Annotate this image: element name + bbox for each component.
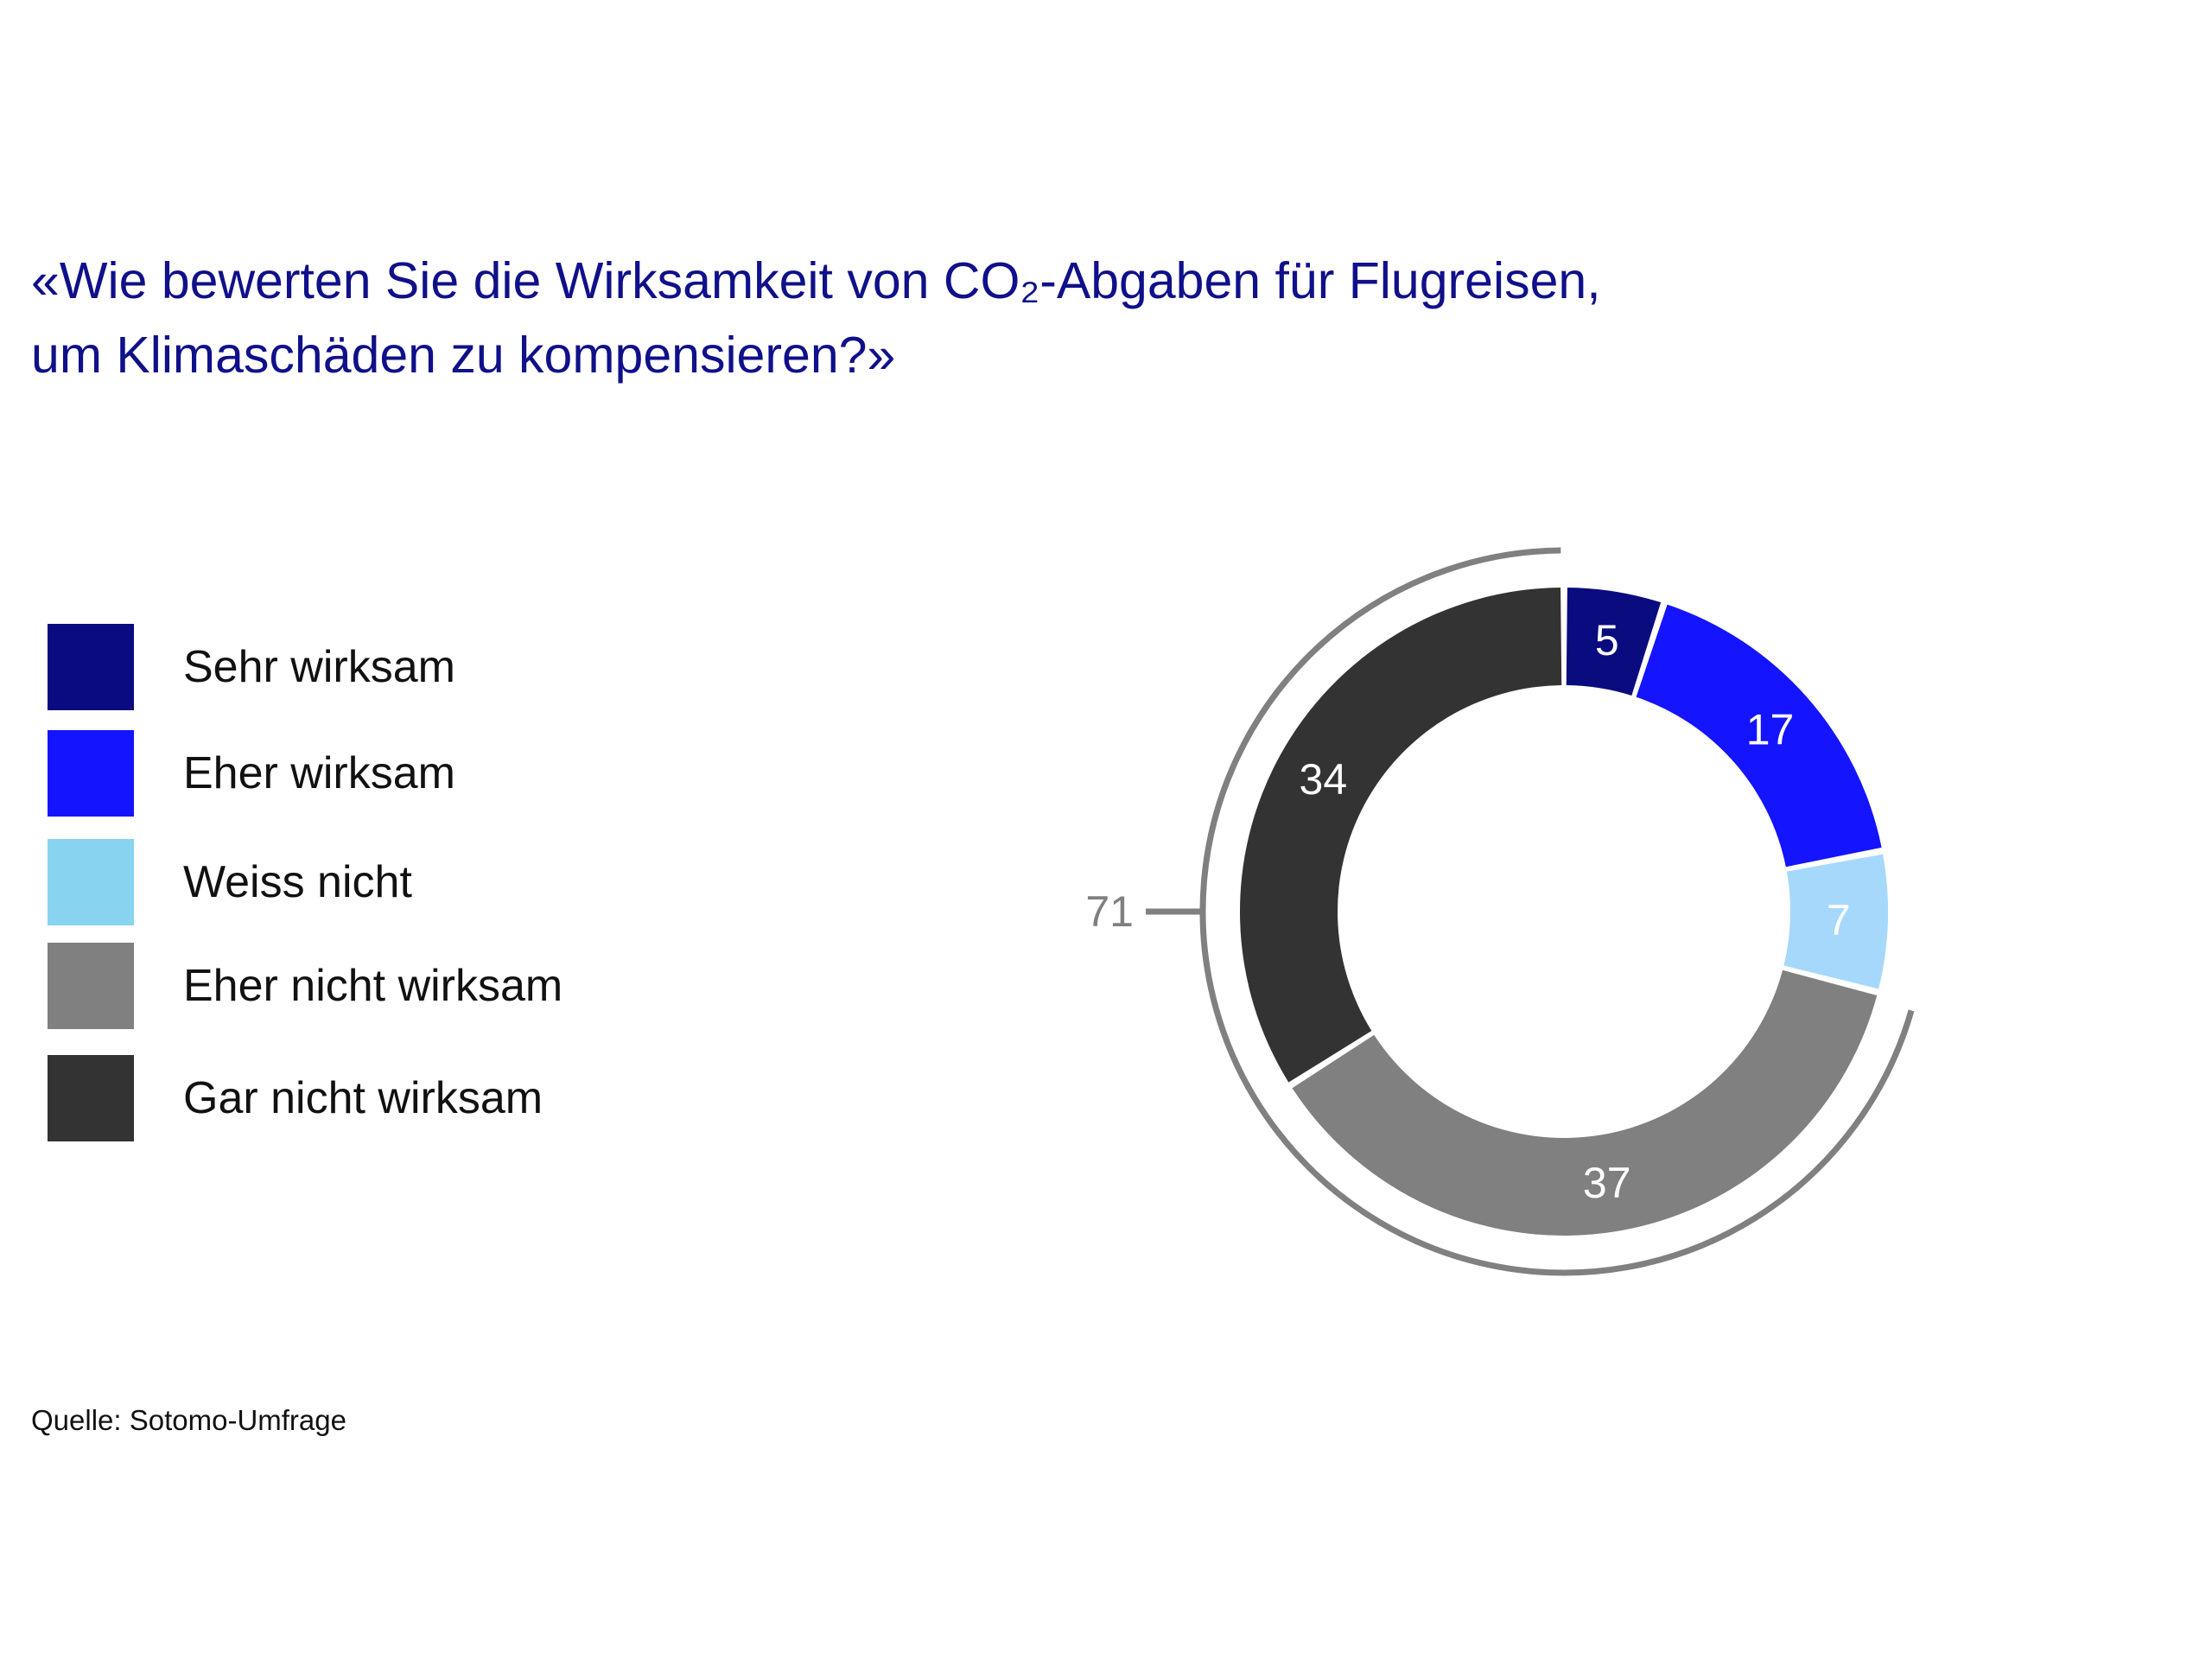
chart-legend: Sehr wirksam Eher wirksam Weiss nicht Eh… xyxy=(48,0,739,1659)
legend-item-gar-nicht-wirksam: Gar nicht wirksam xyxy=(48,1055,739,1141)
legend-label-sehr-wirksam: Sehr wirksam xyxy=(183,642,455,692)
legend-swatch-weiss-nicht xyxy=(48,839,134,925)
group-annotation-arc xyxy=(1199,547,1915,1276)
legend-item-weiss-nicht: Weiss nicht xyxy=(48,839,739,925)
legend-label-eher-wirksam: Eher wirksam xyxy=(183,748,455,798)
legend-item-eher-nicht-wirksam: Eher nicht wirksam xyxy=(48,943,739,1029)
slice-eher-nicht-wirksam xyxy=(1292,969,1878,1236)
legend-item-sehr-wirksam: Sehr wirksam xyxy=(48,624,739,710)
slice-sehr-wirksam xyxy=(1566,588,1662,696)
slice-label-gar-nicht-wirksam: 34 xyxy=(1300,755,1348,804)
slice-labels: 5 17 7 37 34 xyxy=(1300,616,1851,1207)
legend-label-weiss-nicht: Weiss nicht xyxy=(183,857,412,907)
slice-label-weiss-nicht: 7 xyxy=(1827,896,1851,944)
chart-title: «Wie bewerten Sie die Wirksamkeit von CO… xyxy=(31,244,1759,392)
group-annotation-label: 71 xyxy=(1085,887,1134,936)
chart-title-line-2: um Klimaschäden zu kompensieren?» xyxy=(31,327,896,384)
slice-weiss-nicht xyxy=(1783,854,1888,989)
legend-swatch-eher-wirksam xyxy=(48,730,134,817)
legend-label-gar-nicht-wirksam: Gar nicht wirksam xyxy=(183,1073,543,1123)
slice-label-eher-nicht-wirksam: 37 xyxy=(1583,1159,1631,1207)
chart-title-line-1: «Wie bewerten Sie die Wirksamkeit von CO… xyxy=(31,252,1601,309)
legend-label-eher-nicht-wirksam: Eher nicht wirksam xyxy=(183,961,563,1011)
donut-slices xyxy=(1239,588,1888,1236)
slice-label-eher-wirksam: 17 xyxy=(1746,706,1795,754)
group-annotation: 71 xyxy=(1085,547,1915,1276)
legend-swatch-sehr-wirksam xyxy=(48,624,134,710)
source-note: Quelle: Sotomo-Umfrage xyxy=(31,1404,346,1436)
slice-label-sehr-wirksam: 5 xyxy=(1595,616,1619,664)
legend-swatch-eher-nicht-wirksam xyxy=(48,943,134,1029)
slice-eher-wirksam xyxy=(1636,604,1882,868)
slice-gar-nicht-wirksam xyxy=(1239,588,1562,1083)
legend-swatch-gar-nicht-wirksam xyxy=(48,1055,134,1141)
legend-item-eher-wirksam: Eher wirksam xyxy=(48,730,739,817)
